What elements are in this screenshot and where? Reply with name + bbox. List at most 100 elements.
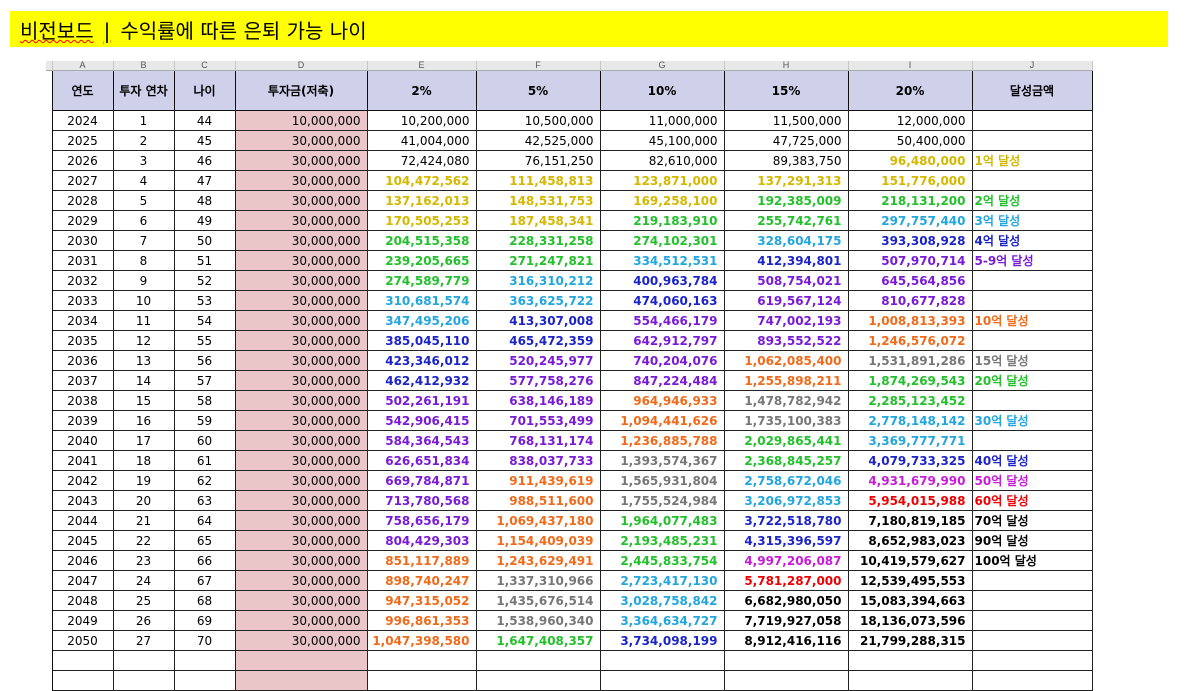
cell-achievement[interactable]	[971, 430, 1093, 451]
cell-rate-15[interactable]: 1,735,100,383	[723, 410, 849, 431]
empty-cell[interactable]	[173, 670, 236, 691]
cell-achievement[interactable]	[971, 270, 1093, 291]
cell-rate-10[interactable]: 274,102,301	[599, 230, 725, 251]
cell-rate-5[interactable]: 465,472,359	[475, 330, 601, 351]
cell-invest-year[interactable]: 18	[112, 450, 175, 471]
cell-rate-15[interactable]: 2,758,672,046	[723, 470, 849, 491]
cell-rate-2[interactable]: 104,472,562	[366, 170, 477, 191]
cell-rate-5[interactable]: 42,525,000	[475, 130, 601, 151]
cell-age[interactable]: 45	[173, 130, 236, 151]
cell-investment[interactable]: 30,000,000	[234, 430, 368, 451]
header-age[interactable]: 나이	[173, 70, 236, 111]
cell-invest-year[interactable]: 19	[112, 470, 175, 491]
cell-invest-year[interactable]: 6	[112, 210, 175, 231]
column-letter-a[interactable]: A	[52, 61, 114, 71]
cell-year[interactable]: 2030	[51, 230, 114, 251]
cell-rate-20[interactable]: 12,539,495,553	[847, 570, 973, 591]
cell-year[interactable]: 2029	[51, 210, 114, 231]
cell-rate-20[interactable]: 1,008,813,393	[847, 310, 973, 331]
cell-year[interactable]: 2047	[51, 570, 114, 591]
cell-rate-2[interactable]: 137,162,013	[366, 190, 477, 211]
cell-rate-15[interactable]: 137,291,313	[723, 170, 849, 191]
cell-rate-2[interactable]: 72,424,080	[366, 150, 477, 171]
empty-cell[interactable]	[599, 650, 725, 671]
cell-age[interactable]: 49	[173, 210, 236, 231]
cell-invest-year[interactable]: 5	[112, 190, 175, 211]
cell-achievement[interactable]	[971, 610, 1093, 631]
cell-rate-2[interactable]: 170,505,253	[366, 210, 477, 231]
cell-rate-2[interactable]: 462,412,932	[366, 370, 477, 391]
cell-rate-2[interactable]: 274,589,779	[366, 270, 477, 291]
empty-cell[interactable]	[173, 650, 236, 671]
cell-invest-year[interactable]: 8	[112, 250, 175, 271]
cell-invest-year[interactable]: 23	[112, 550, 175, 571]
cell-year[interactable]: 2040	[51, 430, 114, 451]
cell-rate-5[interactable]: 228,331,258	[475, 230, 601, 251]
cell-rate-2[interactable]: 584,364,543	[366, 430, 477, 451]
cell-age[interactable]: 47	[173, 170, 236, 191]
cell-age[interactable]: 46	[173, 150, 236, 171]
cell-achievement[interactable]	[971, 110, 1093, 131]
cell-invest-year[interactable]: 9	[112, 270, 175, 291]
cell-rate-15[interactable]: 1,478,782,942	[723, 390, 849, 411]
cell-achievement[interactable]: 70억 달성	[971, 510, 1093, 531]
cell-age[interactable]: 63	[173, 490, 236, 511]
cell-rate-20[interactable]: 1,246,576,072	[847, 330, 973, 351]
cell-achievement[interactable]	[971, 590, 1093, 611]
cell-rate-15[interactable]: 1,255,898,211	[723, 370, 849, 391]
cell-age[interactable]: 67	[173, 570, 236, 591]
cell-achievement[interactable]: 2억 달성	[971, 190, 1093, 211]
cell-invest-year[interactable]: 1	[112, 110, 175, 131]
cell-rate-5[interactable]: 577,758,276	[475, 370, 601, 391]
column-letter-f[interactable]: F	[476, 61, 601, 71]
cell-rate-10[interactable]: 169,258,100	[599, 190, 725, 211]
cell-rate-2[interactable]: 502,261,191	[366, 390, 477, 411]
cell-year[interactable]: 2048	[51, 590, 114, 611]
cell-rate-20[interactable]: 18,136,073,596	[847, 610, 973, 631]
cell-invest-year[interactable]: 15	[112, 390, 175, 411]
cell-investment[interactable]: 30,000,000	[234, 530, 368, 551]
cell-year[interactable]: 2041	[51, 450, 114, 471]
cell-age[interactable]: 57	[173, 370, 236, 391]
cell-rate-10[interactable]: 1,565,931,804	[599, 470, 725, 491]
cell-rate-20[interactable]: 5,954,015,988	[847, 490, 973, 511]
cell-investment[interactable]: 30,000,000	[234, 310, 368, 331]
cell-rate-5[interactable]: 638,146,189	[475, 390, 601, 411]
cell-year[interactable]: 2039	[51, 410, 114, 431]
empty-cell[interactable]	[234, 650, 368, 671]
cell-rate-20[interactable]: 218,131,200	[847, 190, 973, 211]
cell-rate-10[interactable]: 964,946,933	[599, 390, 725, 411]
cell-rate-2[interactable]: 1,047,398,580	[366, 630, 477, 651]
cell-rate-20[interactable]: 15,083,394,663	[847, 590, 973, 611]
cell-investment[interactable]: 30,000,000	[234, 350, 368, 371]
empty-cell[interactable]	[366, 670, 477, 691]
cell-rate-10[interactable]: 219,183,910	[599, 210, 725, 231]
cell-rate-10[interactable]: 847,224,484	[599, 370, 725, 391]
empty-cell[interactable]	[599, 670, 725, 691]
empty-cell[interactable]	[366, 650, 477, 671]
cell-investment[interactable]: 30,000,000	[234, 210, 368, 231]
cell-rate-10[interactable]: 1,964,077,483	[599, 510, 725, 531]
cell-rate-5[interactable]: 1,435,676,514	[475, 590, 601, 611]
cell-achievement[interactable]: 15억 달성	[971, 350, 1093, 371]
cell-rate-5[interactable]: 838,037,733	[475, 450, 601, 471]
cell-rate-2[interactable]: 423,346,012	[366, 350, 477, 371]
cell-rate-2[interactable]: 385,045,110	[366, 330, 477, 351]
cell-rate-10[interactable]: 334,512,531	[599, 250, 725, 271]
cell-rate-5[interactable]: 1,243,629,491	[475, 550, 601, 571]
cell-invest-year[interactable]: 24	[112, 570, 175, 591]
cell-rate-20[interactable]: 507,970,714	[847, 250, 973, 271]
cell-rate-15[interactable]: 4,997,206,087	[723, 550, 849, 571]
cell-achievement[interactable]: 4억 달성	[971, 230, 1093, 251]
cell-invest-year[interactable]: 14	[112, 370, 175, 391]
cell-rate-2[interactable]: 898,740,247	[366, 570, 477, 591]
cell-investment[interactable]: 30,000,000	[234, 270, 368, 291]
cell-rate-2[interactable]: 41,004,000	[366, 130, 477, 151]
cell-age[interactable]: 55	[173, 330, 236, 351]
cell-rate-5[interactable]: 988,511,600	[475, 490, 601, 511]
cell-rate-15[interactable]: 508,754,021	[723, 270, 849, 291]
cell-rate-2[interactable]: 542,906,415	[366, 410, 477, 431]
cell-rate-20[interactable]: 96,480,000	[847, 150, 973, 171]
cell-age[interactable]: 65	[173, 530, 236, 551]
cell-investment[interactable]: 30,000,000	[234, 550, 368, 571]
